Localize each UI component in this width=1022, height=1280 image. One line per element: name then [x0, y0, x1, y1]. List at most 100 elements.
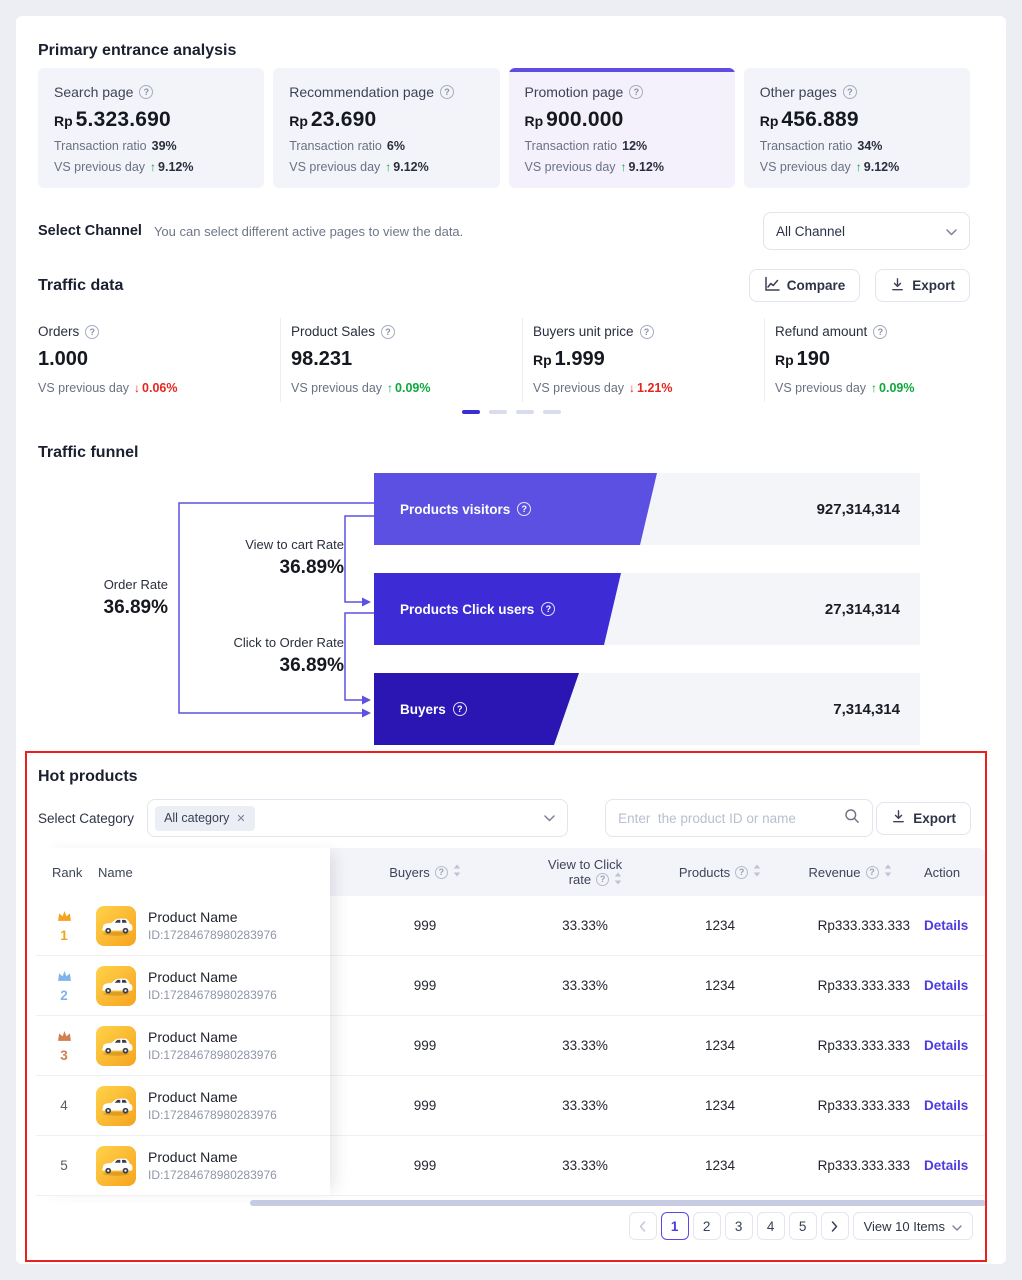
crown-icon: [57, 1029, 72, 1047]
entrance-card-promotion-page[interactable]: Promotion page? Rp 900.000 Transaction ra…: [508, 68, 735, 188]
funnel-bar: [374, 473, 657, 545]
header-view-to-click-rate: View to Click rate?: [547, 856, 623, 888]
table-row-fixed: 4 Product Name ID:17284678980283976: [36, 1076, 330, 1136]
product-id: ID:17284678980283976: [148, 928, 277, 942]
entrance-card-search-page[interactable]: Search page? Rp 5.323.690 Transaction rat…: [38, 68, 265, 188]
product-image[interactable]: [96, 905, 136, 946]
product-image[interactable]: [96, 1145, 136, 1186]
carousel-dot-1[interactable]: [461, 410, 480, 414]
help-icon[interactable]: ?: [139, 85, 154, 99]
funnel-connector-lines: [178, 502, 374, 718]
next-page-button[interactable]: [820, 1212, 849, 1240]
carousel-dot-3[interactable]: [515, 410, 534, 414]
hot-products-table: Buyers? View to Click rate? Products? Re…: [36, 848, 986, 1196]
help-icon[interactable]: ?: [735, 865, 749, 879]
sort-icon[interactable]: [453, 864, 461, 880]
stat-refund-amount: Refund amount? Rp 190 VS previous day ↑ 0.0…: [764, 318, 970, 402]
search-icon[interactable]: [844, 808, 860, 829]
help-icon[interactable]: ?: [440, 85, 455, 99]
page-button-4[interactable]: 4: [756, 1212, 785, 1240]
product-search-input[interactable]: [618, 810, 845, 826]
crown-icon: [57, 969, 72, 987]
product-search[interactable]: [605, 799, 874, 837]
stage-value: 7,314,314: [833, 700, 900, 718]
carousel-dot-4[interactable]: [542, 410, 561, 414]
details-link[interactable]: Details: [924, 978, 969, 993]
help-icon[interactable]: ?: [85, 324, 100, 339]
sort-icon[interactable]: [884, 864, 892, 880]
channel-select[interactable]: All Channel: [763, 212, 970, 250]
card-value: Rp 5.323.690: [54, 108, 171, 131]
up-arrow-icon: ↑: [620, 160, 627, 174]
funnel-stage-products-visitors[interactable]: Products visitors? 927,314,314: [374, 473, 920, 545]
stat-product-sales: Product Sales? 98.231 VS previous day ↑ 0.…: [280, 318, 522, 402]
view-to-cart-rate: View to cart Rate 36.89%: [245, 537, 344, 578]
help-icon[interactable]: ?: [873, 324, 888, 339]
help-icon[interactable]: ?: [517, 502, 532, 516]
help-icon[interactable]: ?: [596, 873, 610, 886]
entrance-card-recommendation-page[interactable]: Recommendation page? Rp 23.690 Transactio…: [273, 68, 500, 188]
page-button-2[interactable]: 2: [692, 1212, 721, 1240]
help-icon[interactable]: ?: [452, 702, 467, 716]
page-size-select[interactable]: View 10 Items: [852, 1212, 973, 1240]
help-icon[interactable]: ?: [541, 602, 556, 616]
product-name[interactable]: Product Name: [148, 1149, 238, 1165]
prev-page-button[interactable]: [628, 1212, 657, 1240]
header-action: Action: [924, 864, 961, 880]
table-row-fixed: 2 Product Name ID:17284678980283976: [36, 956, 330, 1016]
card-label: Other pages: [759, 84, 837, 100]
header-rank: Rank: [52, 864, 83, 880]
select-channel-description: You can select different active pages to…: [153, 223, 464, 239]
vs-previous-day: VS previous day ↑ 9.12%: [289, 160, 429, 174]
page-button-5[interactable]: 5: [788, 1212, 817, 1240]
chip-close-icon[interactable]: ✕: [236, 812, 246, 825]
table-row-fixed: 5 Product Name ID:17284678980283976: [36, 1136, 330, 1196]
product-image[interactable]: [96, 1085, 136, 1126]
traffic-funnel-chart: Order Rate 36.89% View to cart Rate 36.8…: [16, 473, 1006, 745]
traffic-export-button[interactable]: Export: [875, 269, 970, 302]
sort-icon[interactable]: [614, 872, 622, 888]
product-name[interactable]: Product Name: [148, 1089, 238, 1105]
help-icon[interactable]: ?: [842, 85, 857, 99]
help-icon[interactable]: ?: [629, 85, 644, 99]
product-image[interactable]: [96, 965, 136, 1006]
entrance-card-other-pages[interactable]: Other pages? Rp 456.889 Transaction ratio…: [743, 68, 970, 188]
funnel-stage-products-click-users[interactable]: Products Click users? 27,314,314: [374, 573, 920, 645]
table-row-fixed: 1 Product Name ID:17284678980283976: [36, 896, 330, 956]
header-buyers: Buyers?: [330, 864, 520, 880]
product-name[interactable]: Product Name: [148, 969, 238, 985]
category-multiselect[interactable]: All category ✕: [147, 799, 569, 837]
page-button-1[interactable]: 1: [660, 1212, 689, 1240]
funnel-stage-buyers[interactable]: Buyers? 7,314,314: [374, 673, 920, 745]
details-link[interactable]: Details: [924, 918, 969, 933]
product-name[interactable]: Product Name: [148, 1029, 238, 1045]
header-revenue: Revenue?: [790, 864, 910, 880]
page-button-3[interactable]: 3: [724, 1212, 753, 1240]
chevron-down-icon: [946, 224, 957, 239]
help-icon[interactable]: ?: [381, 324, 396, 339]
compare-button[interactable]: Compare: [748, 269, 861, 302]
card-label: Promotion page: [524, 84, 624, 100]
details-link[interactable]: Details: [924, 1158, 969, 1173]
up-arrow-icon: ↑: [385, 160, 392, 174]
details-link[interactable]: Details: [924, 1098, 969, 1113]
scrollbar-thumb[interactable]: [250, 1200, 986, 1206]
click-to-order-rate: Click to Order Rate 36.89%: [233, 635, 344, 676]
carousel-dot-2[interactable]: [488, 410, 507, 414]
vs-previous-day: VS previous day ↑ 9.12%: [759, 160, 900, 174]
table-horizontal-scrollbar: [36, 1200, 986, 1206]
sort-icon[interactable]: [753, 864, 761, 880]
stats-carousel-dots: [16, 410, 1006, 414]
help-icon[interactable]: ?: [639, 324, 654, 339]
transaction-ratio: Transaction ratio 12%: [524, 139, 648, 153]
hot-products-export-button[interactable]: Export: [876, 801, 971, 835]
page-title: Primary entrance analysis: [38, 42, 237, 59]
help-icon[interactable]: ?: [434, 865, 448, 879]
download-icon: [890, 277, 905, 295]
help-icon[interactable]: ?: [865, 865, 879, 879]
details-link[interactable]: Details: [924, 1038, 969, 1053]
product-image[interactable]: [96, 1025, 136, 1066]
product-name[interactable]: Product Name: [148, 909, 238, 925]
stage-value: 927,314,314: [816, 500, 900, 518]
pagination: 1 2 3 4 5 View 10 Items: [628, 1212, 973, 1240]
